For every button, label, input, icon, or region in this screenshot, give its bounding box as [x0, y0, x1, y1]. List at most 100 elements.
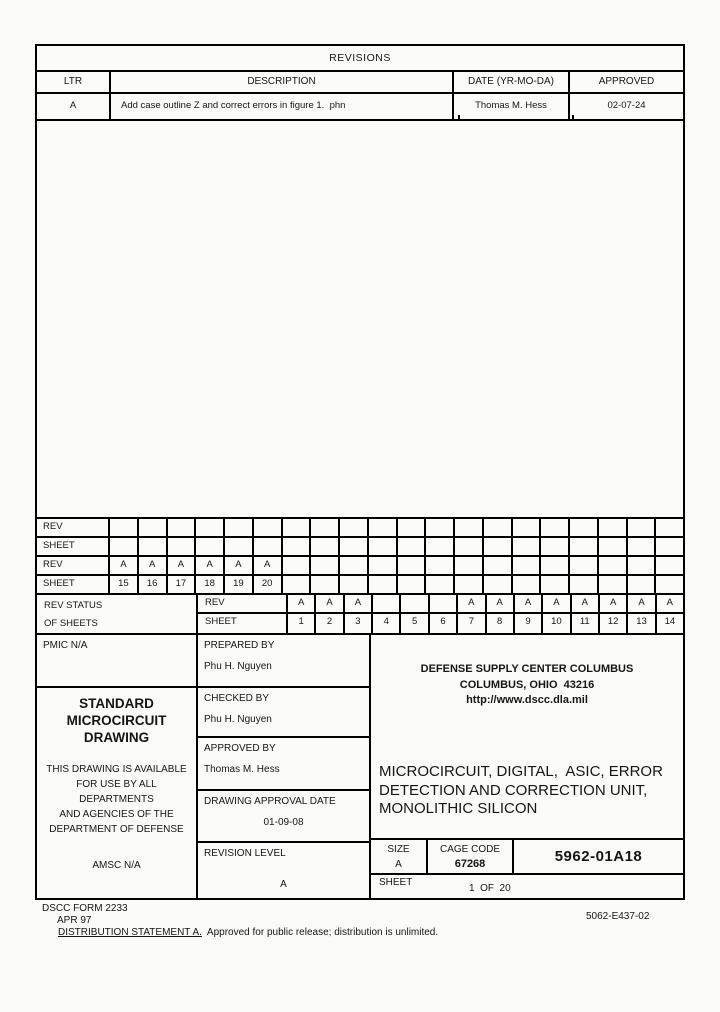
grid-cell: A	[626, 595, 654, 612]
grid-cell	[366, 519, 396, 536]
grid-cell	[366, 576, 396, 593]
revision-level-cell: REVISION LEVEL A	[198, 843, 369, 898]
header-date: DATE (YR-MO-DA)	[452, 72, 568, 92]
grid-cell: 7	[456, 614, 484, 633]
grid-cell	[309, 557, 338, 574]
header-ltr: LTR	[63, 76, 83, 87]
document-number: 5062-E437-02	[586, 911, 650, 922]
grid-cell	[453, 576, 482, 593]
grid-cell	[338, 576, 367, 593]
revision-level-label: REVISION LEVEL	[204, 848, 286, 859]
grid-cell	[424, 557, 453, 574]
grid-cell: A	[194, 557, 223, 574]
grid-cell: A	[484, 595, 513, 612]
grid-row-label: SHEET	[43, 578, 75, 589]
grid-cell	[453, 538, 482, 555]
approval-date-label: DRAWING APPROVAL DATE	[204, 796, 336, 807]
prepared-by-cell: PREPARED BY Phu H. Nguyen	[198, 635, 369, 688]
smd-heading-line: MICROCIRCUIT	[66, 713, 167, 728]
grid-cell: A	[108, 557, 137, 574]
grid-cell	[309, 519, 338, 536]
grid-cell	[280, 538, 310, 555]
grid-cell: 1	[286, 614, 314, 633]
title-block-middle: PREPARED BY Phu H. Nguyen CHECKED BY Phu…	[198, 635, 371, 898]
approval-date-value: 01-09-08	[263, 817, 304, 828]
header-description: DESCRIPTION	[109, 72, 452, 92]
agency-city: COLUMBUS, OHIO 43216	[459, 678, 595, 691]
grid-cell	[366, 538, 396, 555]
grid-row: SHEET 15 16 17 18 19 20	[37, 576, 683, 595]
distribution-statement: DISTRIBUTION STATEMENT A. Approved for p…	[58, 927, 438, 938]
grid-cell	[309, 576, 338, 593]
grid-cell	[481, 538, 511, 555]
agency-address: DEFENSE SUPPLY CENTER COLUMBUS COLUMBUS,…	[371, 662, 683, 709]
grid-cell: 17	[165, 576, 195, 593]
approved-by-value: Thomas M. Hess	[204, 764, 280, 775]
grid-cell	[568, 519, 597, 536]
grid-cell	[654, 557, 683, 574]
grid-cell	[395, 519, 425, 536]
grid-row: SHEET 1 2 3 4 5 6 7 8 9 10 11 12 13 14	[198, 614, 683, 633]
grid-cell	[194, 519, 223, 536]
grid-cell	[568, 576, 597, 593]
grid-cell: A	[136, 557, 166, 574]
grid-row: REV	[37, 519, 683, 538]
smd-heading-line: DRAWING	[83, 730, 150, 745]
rev-status-line1: REV STATUS	[44, 600, 103, 611]
grid-cell: 6	[427, 614, 456, 633]
grid-cell	[165, 538, 195, 555]
grid-cell	[510, 557, 540, 574]
distribution-text: Approved for public release; distributio…	[201, 927, 439, 938]
grid-cell	[453, 557, 482, 574]
sheet-value: 1 OF 20	[469, 883, 511, 894]
grid-cell	[481, 576, 511, 593]
size-cell: SIZE A	[371, 840, 426, 873]
revision-ltr: A	[69, 100, 77, 111]
grid-cell: 11	[569, 614, 598, 633]
grid-cell	[510, 519, 540, 536]
grid-cell	[223, 519, 252, 536]
size-label: SIZE	[387, 844, 410, 855]
checked-by-label: CHECKED BY	[204, 693, 270, 704]
rev-status-label: REV STATUS OF SHEETS	[37, 595, 196, 633]
grid-cell: 20	[251, 576, 281, 593]
grid-cell: A	[286, 595, 314, 612]
grid-cell	[481, 519, 511, 536]
grid-cells	[108, 519, 683, 536]
grid-cell	[596, 519, 626, 536]
grid-cell: 4	[371, 614, 399, 633]
column-tick	[458, 115, 460, 120]
grid-cell	[309, 538, 338, 555]
grid-row-label: SHEET	[43, 540, 75, 551]
grid-cell: A	[165, 557, 195, 574]
grid-cell: 10	[541, 614, 569, 633]
grid-cell	[424, 519, 453, 536]
grid-cell	[568, 538, 597, 555]
grid-cell: 15	[108, 576, 137, 593]
grid-cells: 1 2 3 4 5 6 7 8 9 10 11 12 13 14	[286, 614, 683, 633]
grid-cell	[395, 576, 425, 593]
drawing-frame: REVISIONS LTR DESCRIPTION DATE (YR-MO-DA…	[35, 44, 685, 900]
grid-cell	[194, 538, 223, 555]
grid-cell: A	[597, 595, 626, 612]
grid-cell	[625, 538, 655, 555]
grid-cell	[424, 576, 453, 593]
grid-cell: 2	[314, 614, 342, 633]
grid-cell: A	[342, 595, 371, 612]
grid-cell	[338, 519, 367, 536]
grid-cell: A	[654, 595, 683, 612]
grid-row-label: REV	[43, 521, 63, 532]
form-date: APR 97	[57, 915, 92, 926]
grid-cell	[395, 557, 425, 574]
grid-cell	[539, 538, 568, 555]
grid-cell: 3	[342, 614, 371, 633]
grid-cell	[510, 538, 540, 555]
grid-cell	[453, 519, 482, 536]
smd-heading-line: STANDARD	[79, 696, 154, 711]
agency-url: http://www.dscc.dla.mil	[466, 694, 588, 706]
grid-cell	[371, 595, 399, 612]
